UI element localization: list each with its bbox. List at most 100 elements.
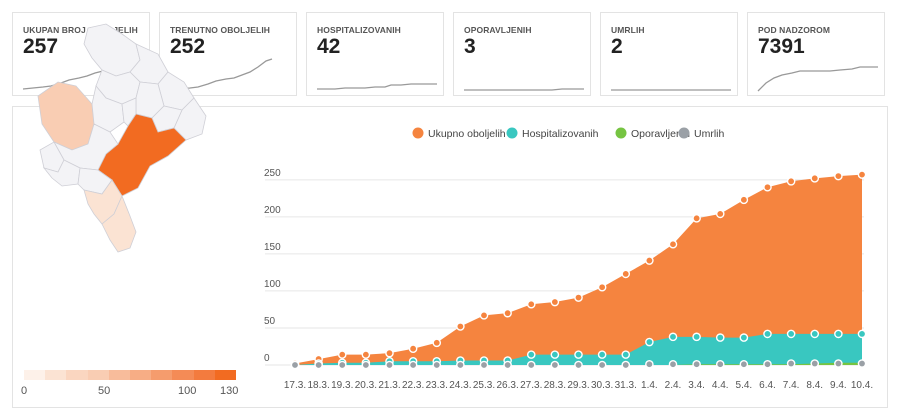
data-point[interactable] bbox=[526, 299, 536, 309]
data-point[interactable] bbox=[456, 322, 465, 331]
data-point[interactable] bbox=[314, 360, 323, 370]
data-point[interactable] bbox=[715, 359, 725, 369]
map-region-center-west[interactable] bbox=[91, 85, 125, 133]
data-point[interactable] bbox=[574, 360, 583, 370]
data-point[interactable] bbox=[337, 360, 347, 370]
card-recovered: OPORAVLJENIH 3 bbox=[453, 12, 591, 96]
data-point[interactable] bbox=[763, 359, 772, 369]
data-point[interactable] bbox=[692, 332, 701, 342]
data-point[interactable] bbox=[574, 293, 583, 302]
data-point[interactable] bbox=[834, 359, 843, 368]
data-point[interactable] bbox=[408, 344, 418, 354]
data-point[interactable] bbox=[715, 209, 725, 219]
data-point[interactable] bbox=[456, 360, 465, 370]
data-point[interactable] bbox=[834, 171, 843, 181]
data-point[interactable] bbox=[739, 195, 749, 205]
legend-label: Oporavljenih bbox=[631, 128, 690, 140]
y-tick-label: 50 bbox=[264, 316, 276, 327]
data-point[interactable] bbox=[385, 360, 394, 370]
data-point[interactable] bbox=[621, 350, 631, 359]
data-point[interactable] bbox=[786, 359, 796, 368]
y-tick-label: 150 bbox=[264, 242, 281, 253]
data-point[interactable] bbox=[645, 337, 654, 347]
chart-points bbox=[290, 170, 867, 370]
data-point[interactable] bbox=[645, 256, 654, 265]
x-tick-label: 18.3. bbox=[308, 380, 330, 391]
data-point[interactable] bbox=[786, 176, 796, 186]
data-point[interactable] bbox=[503, 308, 512, 318]
x-tick-label: 7.4. bbox=[783, 380, 800, 391]
data-point[interactable] bbox=[597, 350, 607, 359]
data-point[interactable] bbox=[574, 350, 583, 359]
scale-label-0: 0 bbox=[21, 385, 28, 397]
x-tick-label: 2.4. bbox=[665, 380, 682, 391]
scale-label-100: 100 bbox=[178, 385, 197, 397]
data-point[interactable] bbox=[550, 360, 560, 370]
legend-marker bbox=[506, 127, 518, 139]
data-point[interactable] bbox=[597, 282, 607, 292]
x-tick-label: 3.4. bbox=[688, 380, 705, 391]
data-point[interactable] bbox=[739, 359, 749, 369]
data-point[interactable] bbox=[810, 174, 820, 183]
card-deaths: UMRLIH 2 bbox=[600, 12, 738, 96]
data-point[interactable] bbox=[786, 329, 796, 339]
card-monitoring: POD NADZOROM 7391 bbox=[747, 12, 885, 96]
card-label: UKUPAN BROJ OBOLJELIH bbox=[23, 25, 138, 35]
data-point[interactable] bbox=[834, 329, 843, 339]
legend-item[interactable]: Oporavljenih bbox=[615, 127, 691, 141]
data-point[interactable] bbox=[857, 170, 867, 179]
chart-legend: Ukupno oboljelih Hospitalizovanih Oporavlj… bbox=[412, 127, 725, 141]
data-point[interactable] bbox=[432, 360, 442, 370]
legend-item[interactable]: Hospitalizovanih bbox=[506, 127, 599, 141]
data-point[interactable] bbox=[597, 360, 607, 370]
data-point[interactable] bbox=[668, 332, 678, 342]
chart-areas bbox=[295, 174, 862, 365]
data-point[interactable] bbox=[810, 329, 820, 339]
sparkline-path bbox=[317, 83, 437, 90]
data-point[interactable] bbox=[739, 333, 749, 342]
data-point[interactable] bbox=[361, 350, 371, 359]
data-point[interactable] bbox=[857, 329, 867, 339]
legend-item[interactable]: Ukupno oboljelih bbox=[412, 127, 506, 141]
data-point[interactable] bbox=[385, 348, 394, 358]
data-point[interactable] bbox=[668, 239, 678, 249]
data-point[interactable] bbox=[337, 350, 347, 359]
data-point[interactable] bbox=[692, 214, 701, 223]
data-point[interactable] bbox=[857, 359, 867, 368]
map-region-north[interactable] bbox=[83, 23, 141, 77]
data-point[interactable] bbox=[550, 297, 560, 307]
data-point[interactable] bbox=[526, 360, 536, 370]
data-point[interactable] bbox=[621, 360, 631, 370]
sparkline bbox=[464, 88, 584, 91]
data-point[interactable] bbox=[715, 333, 725, 342]
x-tick-label: 28.3. bbox=[544, 380, 566, 391]
x-tick-label: 10.4. bbox=[851, 380, 873, 391]
data-point[interactable] bbox=[645, 359, 654, 369]
map-region-west-light[interactable] bbox=[37, 81, 95, 151]
legend-item[interactable]: Umrlih bbox=[678, 127, 725, 141]
data-point[interactable] bbox=[763, 182, 772, 192]
data-point[interactable] bbox=[526, 350, 536, 359]
x-tick-label: 27.3. bbox=[520, 380, 542, 391]
data-point[interactable] bbox=[479, 360, 489, 370]
card-value: 42 bbox=[317, 35, 341, 58]
map-color-scale bbox=[24, 370, 237, 380]
data-point[interactable] bbox=[621, 269, 631, 279]
scale-label-50: 50 bbox=[98, 385, 111, 397]
data-point[interactable] bbox=[479, 311, 489, 320]
data-point[interactable] bbox=[408, 360, 418, 370]
card-label: OPORAVLJENIH bbox=[464, 25, 532, 35]
data-point[interactable] bbox=[763, 329, 772, 339]
data-point[interactable] bbox=[290, 360, 300, 370]
data-point[interactable] bbox=[550, 350, 560, 359]
data-point[interactable] bbox=[361, 360, 371, 370]
data-point[interactable] bbox=[692, 359, 701, 369]
x-tick-label: 5.4. bbox=[736, 380, 753, 391]
data-point[interactable] bbox=[503, 360, 512, 370]
x-tick-label: 19.3. bbox=[331, 380, 353, 391]
map-region-south-tip[interactable] bbox=[101, 194, 137, 253]
data-point[interactable] bbox=[432, 338, 442, 348]
data-point[interactable] bbox=[668, 359, 678, 369]
card-value: 257 bbox=[23, 35, 59, 58]
data-point[interactable] bbox=[810, 359, 820, 368]
